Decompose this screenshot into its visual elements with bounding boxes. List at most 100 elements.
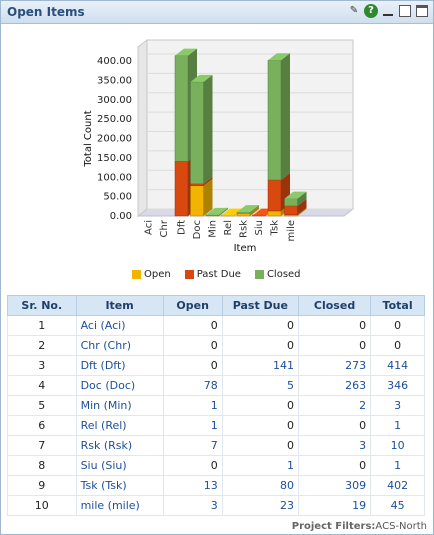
past-due-count[interactable]: 5 <box>221 375 299 396</box>
x-tick-label: Rel <box>223 220 234 235</box>
filters-label: Project Filters: <box>291 521 376 532</box>
item-link[interactable]: Dft (Dft) <box>75 355 164 376</box>
table-row: 7 Rsk (Rsk) 7 0 3 10 <box>7 435 425 456</box>
item-link[interactable]: Aci (Aci) <box>75 315 164 336</box>
sr-no-cell: 1 <box>7 315 77 336</box>
restore-icon[interactable] <box>399 5 411 17</box>
open-count: 0 <box>162 355 223 376</box>
stacked-bar-chart: 0.00 50.00 100.00 150.00 200.00 250.00 300.00 3… <box>83 38 355 254</box>
x-tick-label: Siu <box>254 220 265 235</box>
column-header[interactable]: Past Due <box>221 295 299 316</box>
bar-side <box>203 176 213 186</box>
total-count[interactable]: 346 <box>370 375 425 396</box>
total-count[interactable]: 1 <box>370 415 425 436</box>
closed-count[interactable]: 263 <box>297 375 372 396</box>
filters-value: ACS-North <box>375 521 427 532</box>
table-row: 1 Aci (Aci) 0 0 0 0 <box>7 315 425 336</box>
closed-count[interactable]: 19 <box>297 495 372 516</box>
open-count[interactable]: 3 <box>162 495 223 516</box>
x-tick-label: Rsk <box>239 220 250 238</box>
bar-segment <box>267 59 282 181</box>
legend-swatch <box>132 270 141 279</box>
table-row: 2 Chr (Chr) 0 0 0 0 <box>7 335 425 356</box>
closed-count[interactable]: 273 <box>297 355 372 376</box>
past-due-count[interactable]: 80 <box>221 475 299 496</box>
help-icon[interactable]: ? <box>364 4 378 18</box>
item-link[interactable]: Chr (Chr) <box>75 335 164 356</box>
column-header[interactable]: Total <box>370 295 425 316</box>
sr-no-cell: 5 <box>7 395 77 416</box>
item-link[interactable]: mile (mile) <box>75 495 164 516</box>
sr-no-cell: 4 <box>7 375 77 396</box>
bar-segment <box>174 161 189 217</box>
closed-count[interactable]: 3 <box>297 435 372 456</box>
y-tick-label: 250.00 <box>97 114 132 125</box>
total-count[interactable]: 3 <box>370 395 425 416</box>
past-due-count: 0 <box>221 335 299 356</box>
y-tick-label: 100.00 <box>97 172 132 183</box>
open-count[interactable]: 13 <box>162 475 223 496</box>
total-count[interactable]: 414 <box>370 355 425 376</box>
legend-swatch <box>184 270 194 279</box>
table-row: 5 Min (Min) 1 0 2 3 <box>7 395 425 416</box>
bar-segment <box>236 211 251 214</box>
items-table: Sr. No. Item Open Past Due Closed Total 1 Aci … <box>7 295 425 516</box>
bar-side <box>250 205 259 214</box>
past-due-count[interactable]: 141 <box>221 355 299 376</box>
open-count[interactable]: 7 <box>162 435 223 456</box>
y-tick-label: 0.00 <box>110 211 132 222</box>
legend-item: Closed <box>254 269 301 280</box>
item-link[interactable]: Siu (Siu) <box>75 455 164 476</box>
total-count[interactable]: 402 <box>370 475 425 496</box>
minimize-icon[interactable] <box>381 4 395 18</box>
column-header[interactable]: Item <box>75 295 164 316</box>
chart-legend: Open Past Due Closed <box>132 269 301 280</box>
bar-side <box>297 207 307 216</box>
table-row: 8 Siu (Siu) 0 1 0 1 <box>7 455 425 476</box>
x-axis-title: Item <box>234 243 257 254</box>
past-due-count: 0 <box>221 435 299 456</box>
closed-count[interactable]: 309 <box>297 475 372 496</box>
legend-swatch <box>254 270 264 279</box>
sr-no-cell: 2 <box>7 335 77 356</box>
total-count[interactable]: 45 <box>370 495 425 516</box>
item-link[interactable]: Rsk (Rsk) <box>75 435 164 456</box>
bar-segment <box>267 210 282 217</box>
bar-segment <box>236 213 251 217</box>
maximize-icon[interactable] <box>416 5 428 17</box>
item-link[interactable]: Rel (Rel) <box>75 415 164 436</box>
table-row: 6 Rel (Rel) 1 0 0 1 <box>7 415 425 436</box>
column-header[interactable]: Open <box>162 295 223 316</box>
item-link[interactable]: Min (Min) <box>75 395 164 416</box>
y-tick-label: 300.00 <box>97 95 132 106</box>
total-count[interactable]: 1 <box>370 455 425 476</box>
bar-side <box>297 191 307 206</box>
open-count[interactable]: 1 <box>162 395 223 416</box>
x-tick-label: mile <box>286 220 297 241</box>
bar-segment <box>190 183 204 187</box>
open-count[interactable]: 78 <box>162 375 223 396</box>
past-due-count: 0 <box>221 315 299 336</box>
open-count: 0 <box>162 315 223 336</box>
item-link[interactable]: Doc (Doc) <box>75 375 164 396</box>
legend-label: Past Due <box>196 269 241 280</box>
closed-count[interactable]: 2 <box>297 395 372 416</box>
column-header[interactable]: Sr. No. <box>7 295 77 316</box>
past-due-count[interactable]: 23 <box>221 495 299 516</box>
total-count[interactable]: 10 <box>370 435 425 456</box>
chart-side-wall <box>137 38 148 218</box>
open-count[interactable]: 1 <box>162 415 223 436</box>
bar-side <box>250 206 259 216</box>
y-tick-label: 350.00 <box>97 75 132 86</box>
column-header[interactable]: Closed <box>297 295 372 316</box>
x-tick-label: Aci <box>144 220 155 235</box>
bar-side <box>219 207 228 216</box>
item-link[interactable]: Tsk (Tsk) <box>75 475 164 496</box>
y-axis-title: Total Count <box>83 110 94 167</box>
sr-no-cell: 7 <box>7 435 77 456</box>
open-count: 0 <box>162 455 223 476</box>
past-due-count[interactable]: 1 <box>221 455 299 476</box>
bar-top <box>237 205 259 213</box>
table-row: 10 mile (mile) 3 23 19 45 <box>7 495 425 516</box>
edit-icon[interactable]: ✎ <box>349 5 359 16</box>
